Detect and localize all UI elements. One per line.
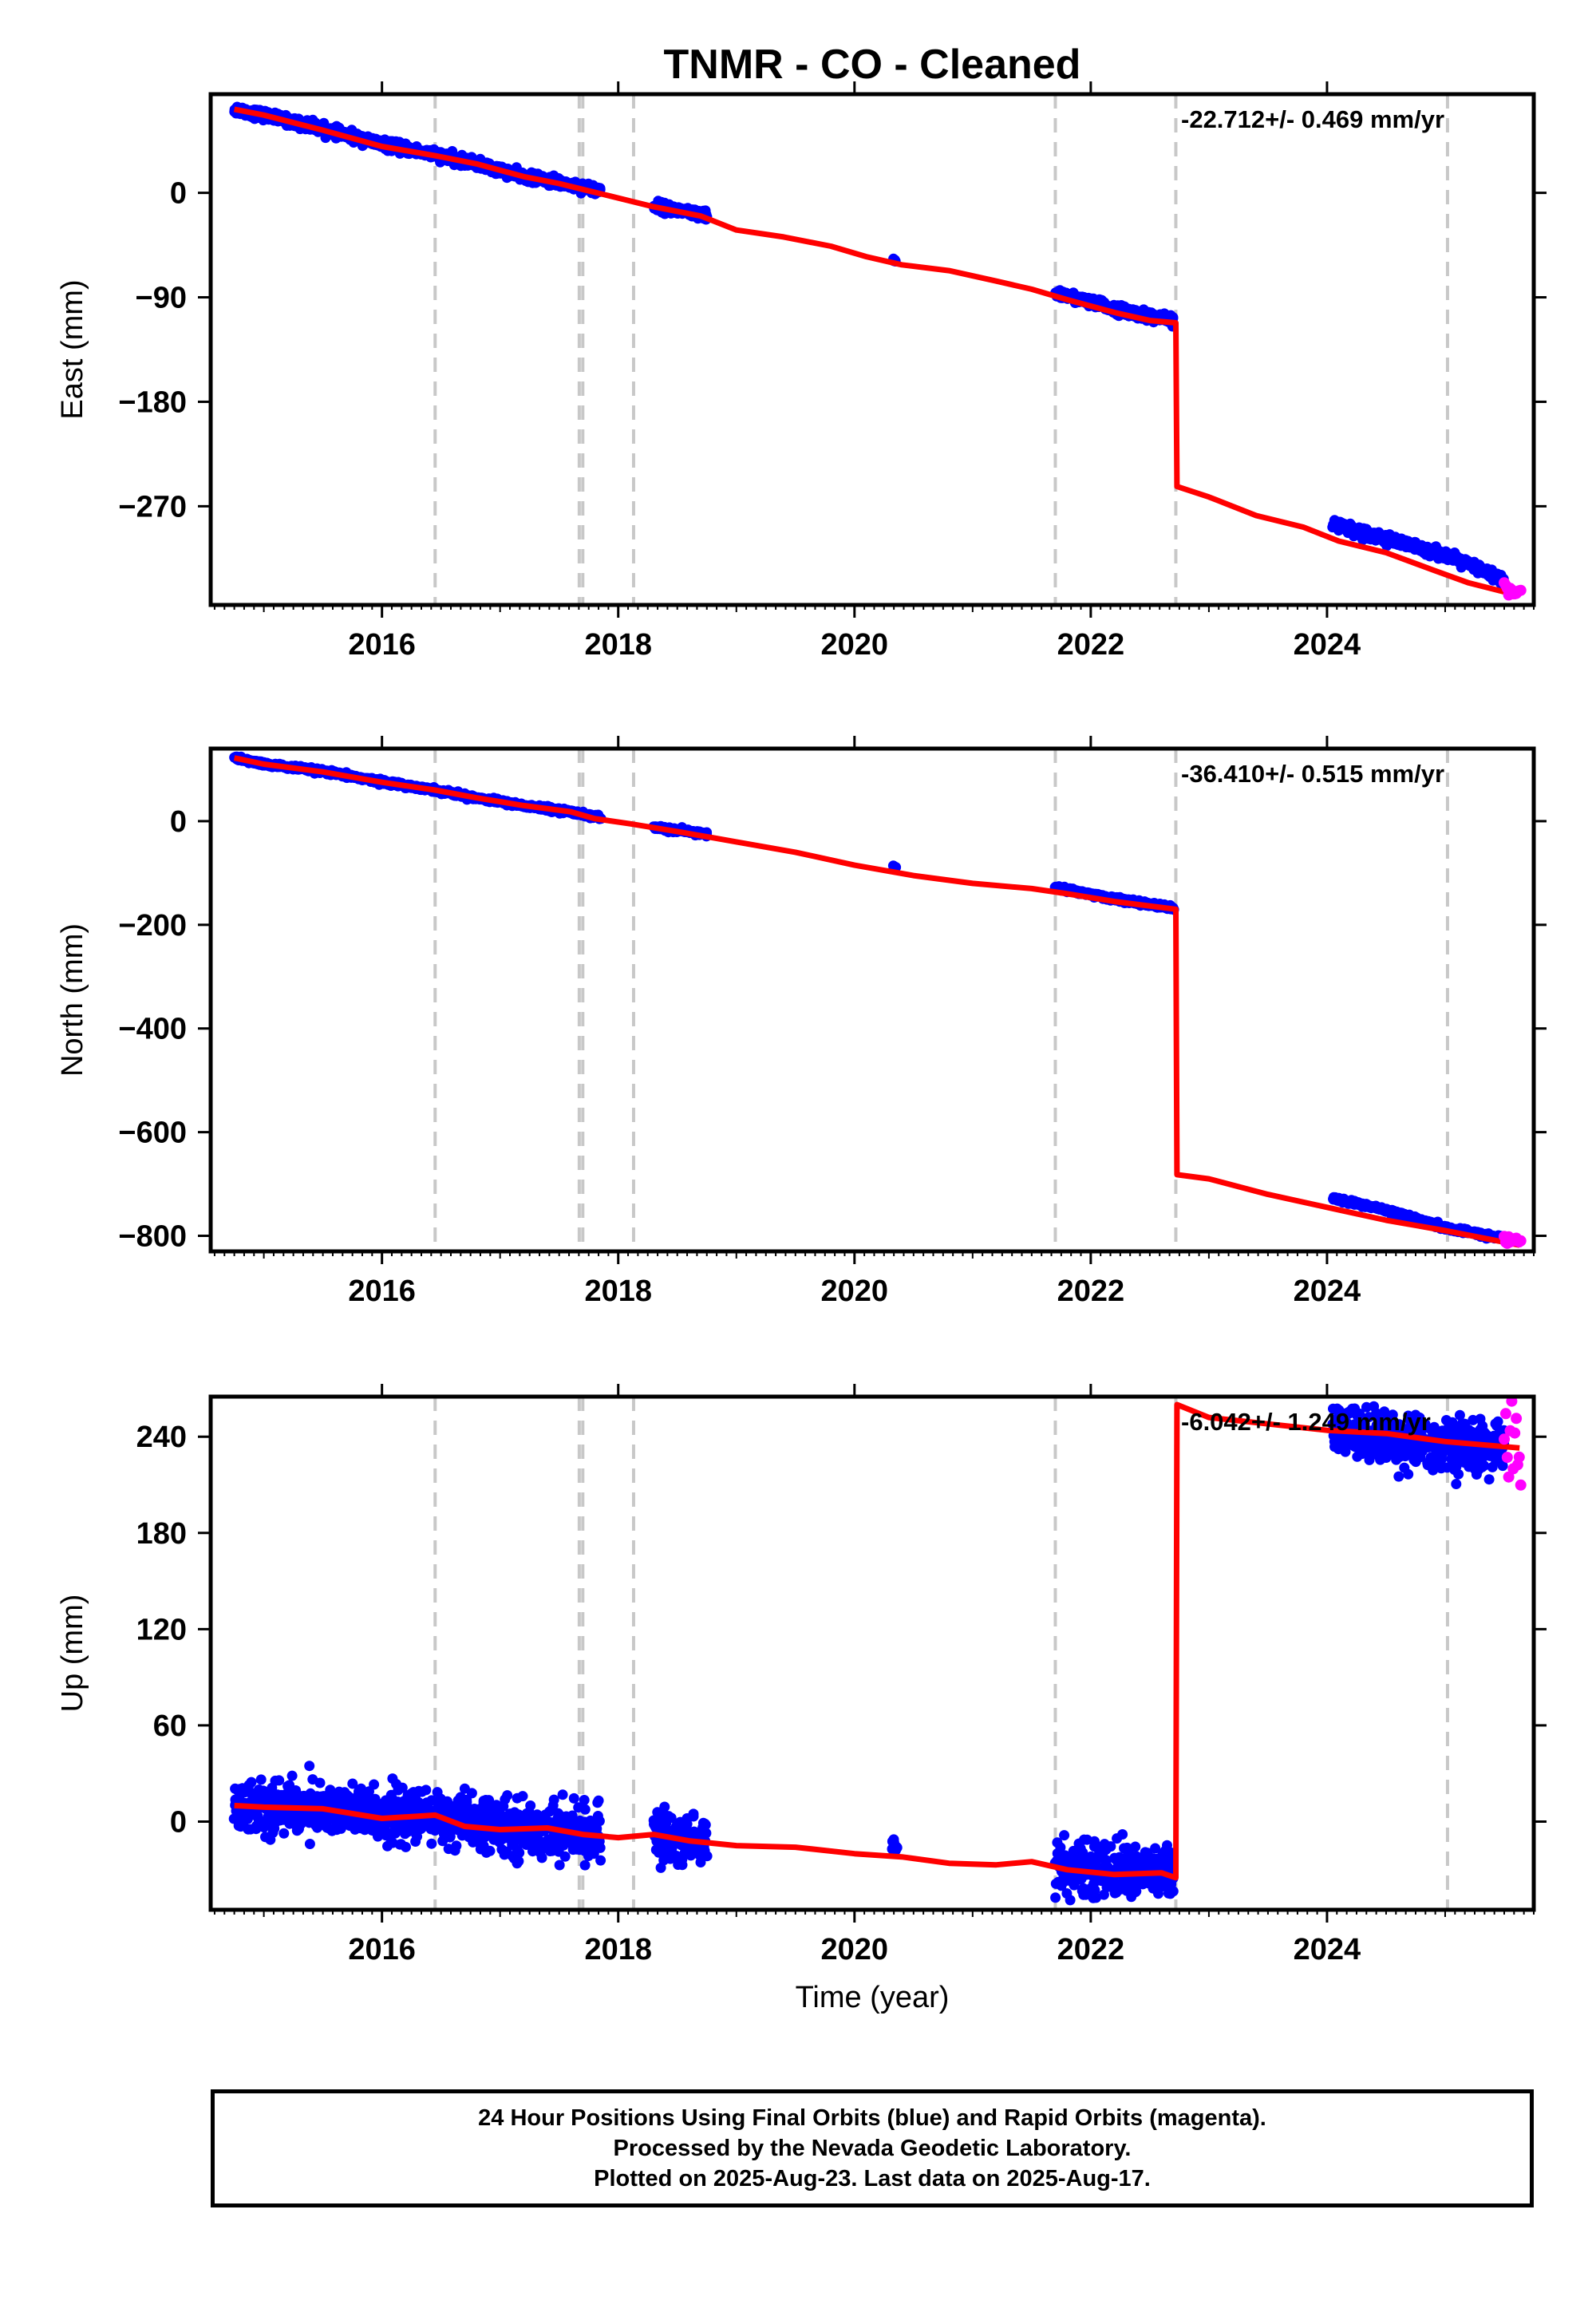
final-point <box>517 1791 528 1802</box>
final-segment <box>648 1801 713 1873</box>
x-tick-label: 2022 <box>1057 1275 1125 1308</box>
y-axis-label: North (mm) <box>56 923 89 1077</box>
x-tick-label: 2016 <box>348 628 416 662</box>
x-tick-label: 2022 <box>1057 628 1125 662</box>
rapid-points <box>1499 1231 1527 1249</box>
final-point <box>666 1812 677 1824</box>
final-point <box>426 1838 437 1849</box>
y-tick-label: 0 <box>170 805 187 839</box>
y-tick-label: 0 <box>170 177 187 211</box>
panels: 2016 2018 2020 2022 2024 0 −90 −180 −270 East (mm… <box>56 81 1547 1966</box>
final-point <box>595 1855 606 1866</box>
final-point <box>274 1775 285 1786</box>
final-point <box>595 1842 606 1853</box>
x-tick-label: 2024 <box>1294 628 1361 662</box>
final-point <box>347 1778 358 1789</box>
final-point <box>513 1856 524 1867</box>
final-point <box>554 1860 565 1871</box>
final-point <box>484 1795 495 1806</box>
plot-frame <box>208 746 1536 1254</box>
y-tick-label: −600 <box>118 1117 187 1150</box>
final-point <box>548 1794 559 1805</box>
final-segment <box>1327 515 1510 589</box>
panel-east: 2016 2018 2020 2022 2024 0 −90 −180 −270 East (mm… <box>56 81 1547 662</box>
x-tick-label: 2016 <box>348 1275 416 1308</box>
rate-label: -22.712+/- 0.469 mm/yr <box>1181 105 1444 133</box>
final-segment <box>1050 285 1179 332</box>
final-point <box>484 1845 496 1856</box>
plot-area <box>228 1397 1527 1906</box>
final-point <box>568 1792 579 1804</box>
x-tick-label: 2020 <box>821 628 889 662</box>
y-tick-label: −200 <box>118 909 187 943</box>
final-point <box>451 1840 462 1852</box>
rapid-point <box>1515 1235 1527 1247</box>
model-line <box>233 106 1511 596</box>
x-tick-label: 2018 <box>584 628 652 662</box>
final-point <box>397 1782 408 1793</box>
plot-area <box>229 101 1527 601</box>
y-tick-label: −800 <box>118 1220 187 1254</box>
final-point <box>304 1839 315 1849</box>
final-point <box>373 1831 383 1842</box>
final-point <box>525 1800 536 1811</box>
plot-frame <box>208 92 1536 607</box>
final-point <box>466 1788 477 1799</box>
final-point <box>659 1801 670 1812</box>
final-point <box>255 1774 267 1785</box>
final-point <box>356 1783 366 1794</box>
y-tick-label: −90 <box>136 282 187 315</box>
final-point <box>594 1816 605 1827</box>
final-point <box>502 1790 513 1801</box>
final-point <box>426 1795 437 1806</box>
final-point <box>461 1796 472 1808</box>
x-tick-label: 2020 <box>821 1275 889 1308</box>
final-point <box>593 1795 604 1806</box>
y-tick-label: −270 <box>118 490 187 524</box>
final-point <box>579 1860 591 1871</box>
rapid-point <box>1515 584 1527 596</box>
x-tick-label: 2018 <box>584 1275 652 1308</box>
y-tick-label: −400 <box>118 1013 187 1046</box>
final-point <box>314 1777 326 1788</box>
final-point <box>286 1770 298 1781</box>
final-point <box>557 1789 568 1800</box>
final-point <box>559 1851 571 1862</box>
final-point <box>401 1841 411 1852</box>
rapid-points <box>1499 577 1527 601</box>
final-point <box>279 1828 290 1839</box>
y-tick-label: −180 <box>118 385 187 419</box>
x-tick-label: 2024 <box>1294 1275 1361 1308</box>
final-point <box>304 1761 315 1772</box>
final-point <box>369 1779 380 1790</box>
final-point <box>246 1777 257 1788</box>
y-axis-label: East (mm) <box>56 279 89 419</box>
plot-area <box>229 751 1527 1249</box>
final-point <box>369 1793 381 1804</box>
final-point <box>579 1795 590 1805</box>
panel-north: 2016 2018 2020 2022 2024 0 −200 −400 −600 −800 Nor… <box>56 736 1547 1308</box>
final-point <box>536 1852 547 1863</box>
final-point <box>579 1804 591 1815</box>
model-line <box>233 755 1520 1248</box>
rate-label: -36.410+/- 0.515 mm/yr <box>1181 760 1444 788</box>
final-point <box>514 1848 525 1858</box>
figure-title: TNMR - CO - Cleaned <box>664 41 1081 88</box>
final-point <box>421 1784 432 1796</box>
